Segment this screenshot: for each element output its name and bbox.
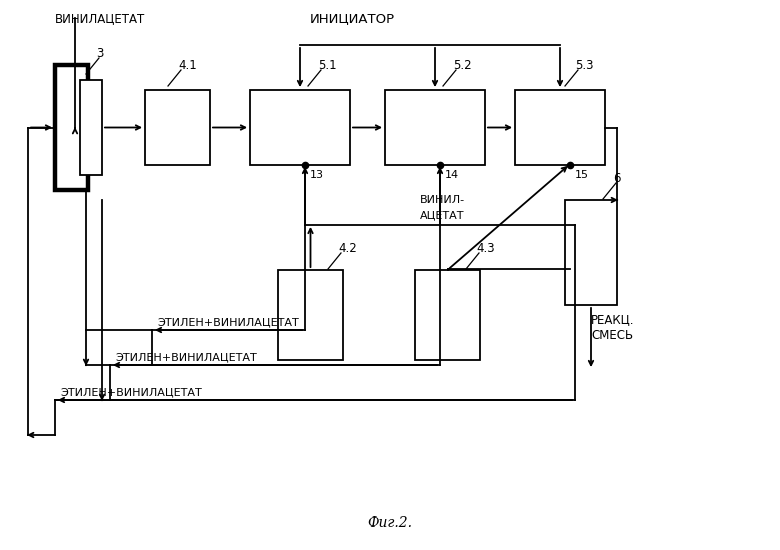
Bar [80,80,102,175]
Text: ВИНИЛ-: ВИНИЛ- [420,195,465,205]
Text: 4.3: 4.3 [476,242,495,255]
Text: 3: 3 [96,47,104,60]
Text: Фиг.2.: Фиг.2. [367,516,413,530]
Text: 13: 13 [310,170,324,180]
Bar [385,90,485,165]
Bar [415,270,480,360]
Text: 5.3: 5.3 [575,59,594,72]
Text: ЭТИЛЕН+ВИНИЛАЦЕТАТ: ЭТИЛЕН+ВИНИЛАЦЕТАТ [157,317,299,327]
Bar [250,90,350,165]
Text: 4.2: 4.2 [338,242,356,255]
Text: ВИНИЛАЦЕТАТ: ВИНИЛАЦЕТАТ [55,12,145,25]
Text: РЕАКЦ.: РЕАКЦ. [591,313,634,326]
Text: 4.1: 4.1 [178,59,197,72]
Text: 6: 6 [613,172,621,185]
Text: ИНИЦИАТОР: ИНИЦИАТОР [310,12,395,25]
Bar [565,200,617,305]
Text: ЭТИЛЕН+ВИНИЛАЦЕТАТ: ЭТИЛЕН+ВИНИЛАЦЕТАТ [60,387,202,397]
Text: 14: 14 [445,170,459,180]
Text: 5.1: 5.1 [318,59,337,72]
Bar [515,90,605,165]
Text: АЦЕТАТ: АЦЕТАТ [420,210,465,220]
Bar [278,270,343,360]
Bar [145,90,210,165]
Text: ЭТИЛЕН+ВИНИЛАЦЕТАТ: ЭТИЛЕН+ВИНИЛАЦЕТАТ [115,352,257,362]
Text: 5.2: 5.2 [453,59,472,72]
Text: СМЕСЬ: СМЕСЬ [591,329,633,342]
Text: 15: 15 [575,170,589,180]
Bar [55,65,88,190]
